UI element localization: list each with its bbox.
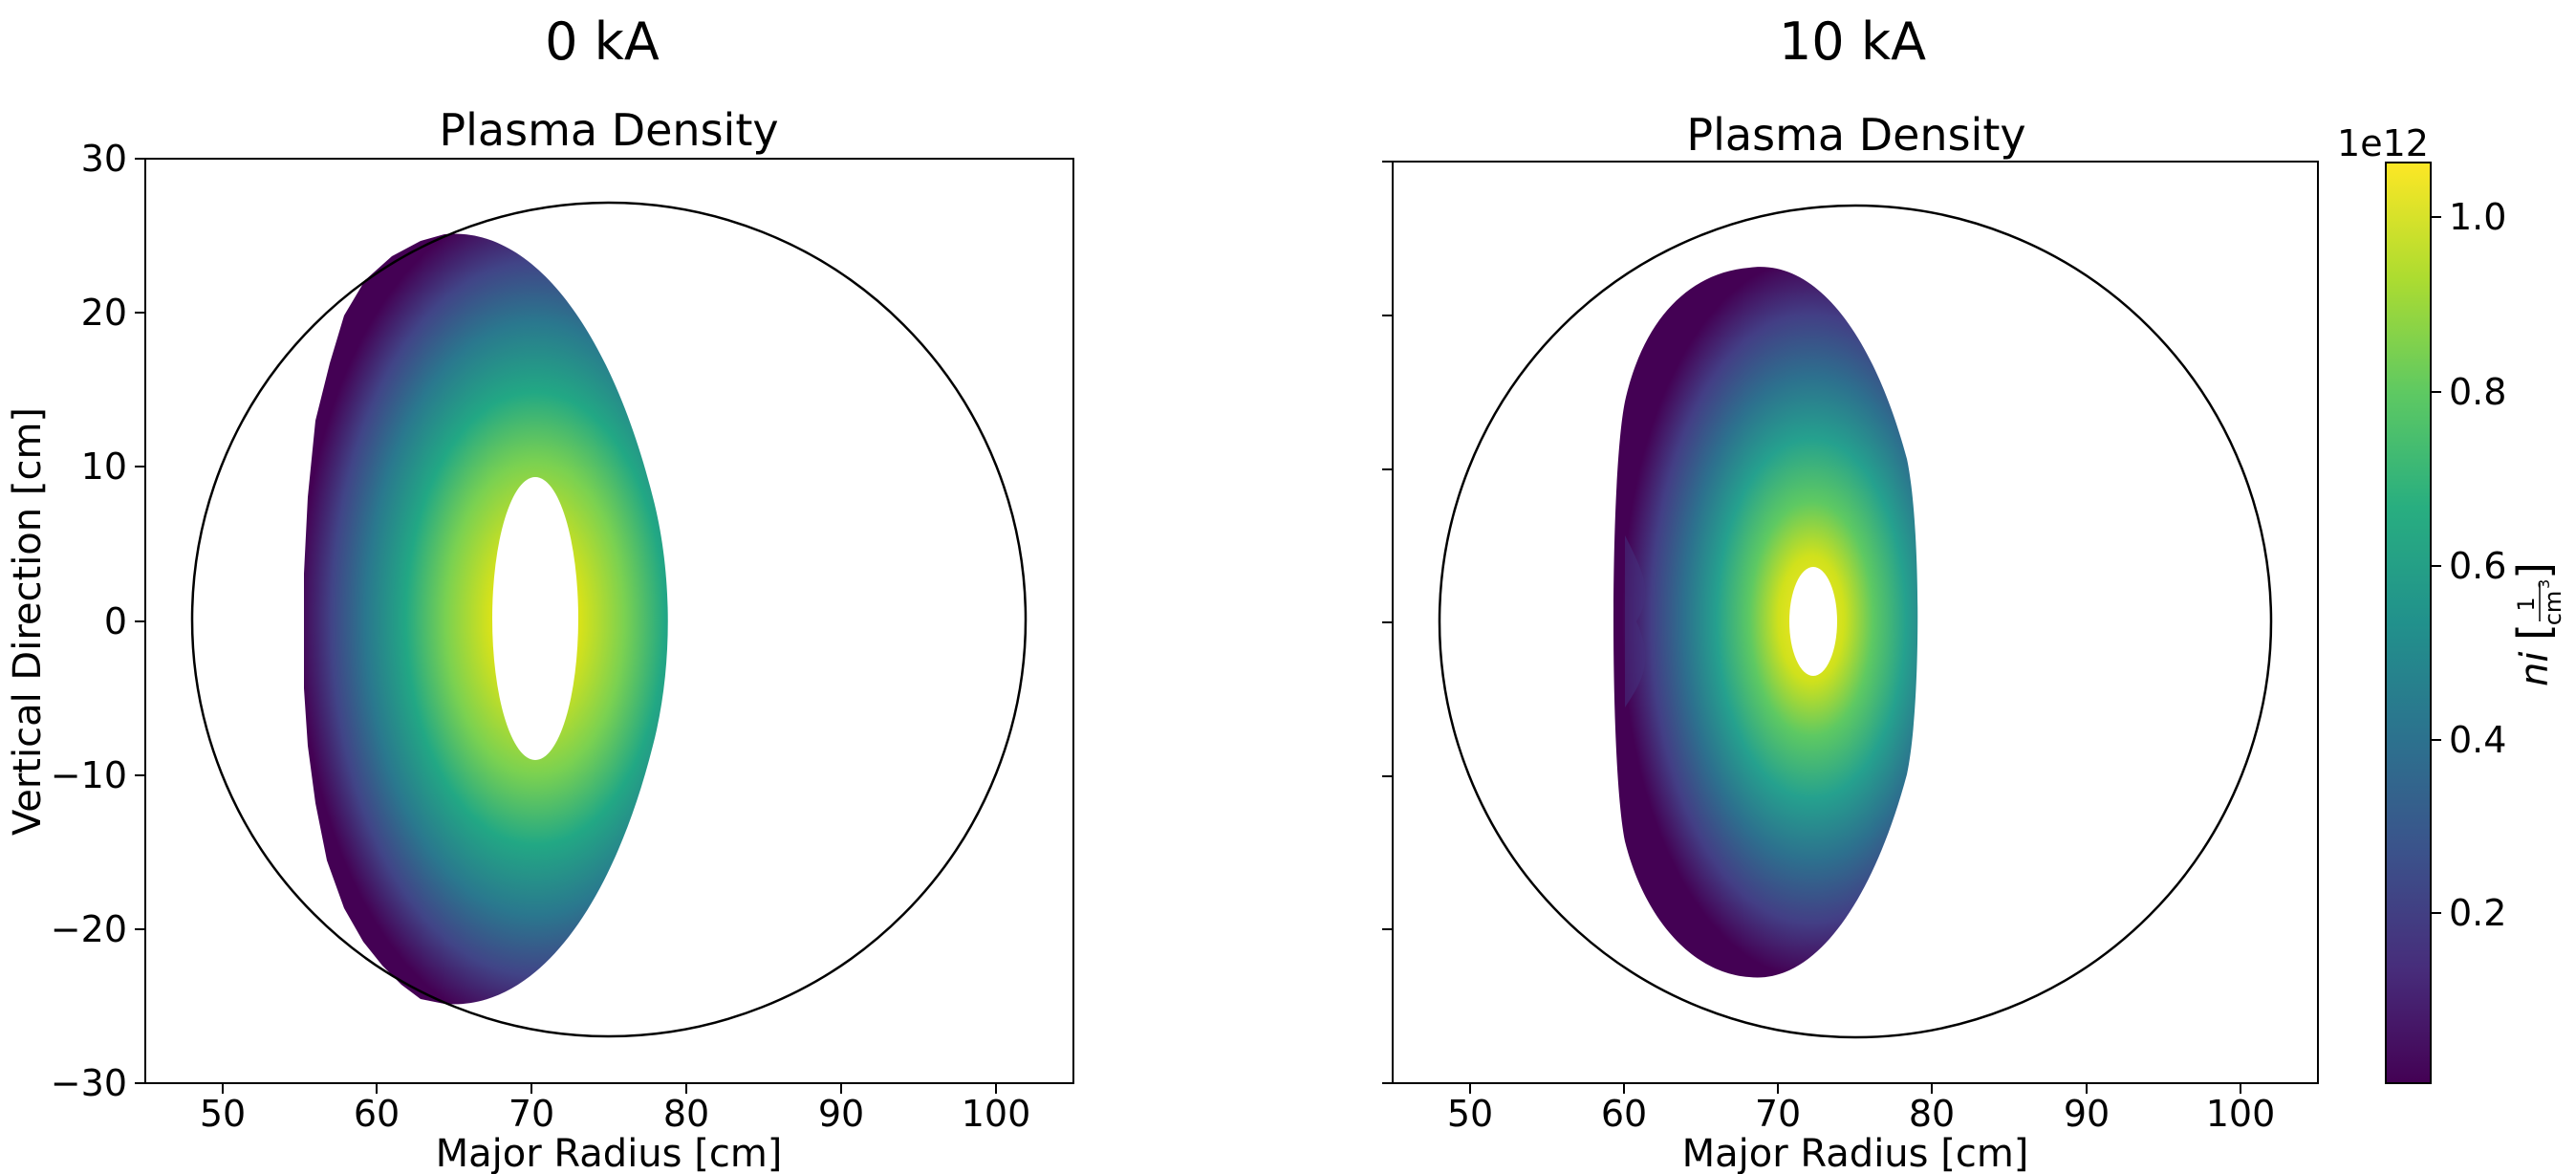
title-10ka: Plasma Density — [1686, 109, 2025, 161]
vessel-wall-10ka — [1438, 204, 2273, 1039]
plasma-density-region-0ka — [304, 233, 668, 1005]
x-tick-label: 70 — [509, 1093, 554, 1135]
colorbar-unit-exponent: 3 — [2535, 579, 2553, 589]
colorbar-offset-label: 1e12 — [2337, 122, 2429, 164]
x-tick-label: 90 — [2064, 1093, 2110, 1135]
x-tick-label: 50 — [200, 1093, 246, 1135]
suptitle-0ka: 0 kA — [545, 11, 660, 72]
x-tick-label: 100 — [2206, 1093, 2276, 1135]
x-tick-label: 60 — [354, 1093, 400, 1135]
y-tick-label: −10 — [51, 754, 127, 796]
plasma-density-region-10ka — [1613, 267, 1918, 978]
y-tick-label: 0 — [104, 600, 127, 642]
colorbar-unit-denominator: cm — [2540, 591, 2566, 626]
x-tick-label: 90 — [818, 1093, 864, 1135]
x-tick-label: 70 — [1755, 1093, 1801, 1135]
x-axis-label-0ka: Major Radius [cm] — [436, 1132, 783, 1174]
colorbar-tick-label: 0.8 — [2449, 371, 2506, 413]
title-0ka: Plasma Density — [439, 104, 778, 156]
y-tick-label: 30 — [81, 138, 127, 180]
x-axis-10ka: 50 60 70 80 90 100 — [1447, 1083, 2275, 1135]
y-tick-label: 20 — [81, 292, 127, 334]
suptitle-10ka: 10 kA — [1779, 11, 1926, 72]
y-axis-10ka — [1382, 161, 1393, 1084]
colorbar: 1e12 0.2 0.4 0.6 0.8 1.0 ni [ 1 cm 3 ] — [2337, 122, 2566, 1084]
colorbar-unit-numerator: 1 — [2513, 597, 2540, 611]
y-tick-label: −20 — [51, 908, 127, 950]
panel-0ka: 0 kA Plasma Density 50 60 70 80 90 100 M… — [6, 11, 1074, 1174]
plasma-low-density-lobes-10ka — [1625, 535, 1646, 707]
y-axis-0ka: 30 20 10 0 −10 −20 −30 — [51, 138, 145, 1104]
x-tick-label: 60 — [1601, 1093, 1647, 1135]
colorbar-bracket-left: [ — [2508, 623, 2560, 641]
colorbar-tick-label: 1.0 — [2449, 196, 2506, 238]
x-tick-label: 80 — [1909, 1093, 1955, 1135]
colorbar-label: ni [ 1 cm 3 ] — [2508, 562, 2566, 686]
x-tick-label: 80 — [663, 1093, 709, 1135]
colorbar-tick-label: 0.6 — [2449, 545, 2506, 587]
y-axis-label-0ka: Vertical Direction [cm] — [6, 407, 50, 836]
colorbar-gradient — [2385, 162, 2432, 1084]
x-tick-label: 100 — [962, 1093, 1031, 1135]
y-tick-label: −30 — [51, 1062, 127, 1104]
colorbar-tick-label: 0.2 — [2449, 892, 2506, 934]
colorbar-quantity: ni — [2513, 652, 2557, 686]
panel-10ka: 10 kA Plasma Density 50 60 70 80 90 100 … — [1382, 11, 2319, 1174]
x-axis-label-10ka: Major Radius [cm] — [1682, 1132, 2029, 1174]
y-tick-label: 10 — [81, 446, 127, 488]
x-tick-label: 50 — [1447, 1093, 1493, 1135]
x-axis-0ka: 50 60 70 80 90 100 — [200, 1083, 1030, 1135]
plasma-core-hole-0ka — [492, 477, 578, 760]
colorbar-tick-label: 0.4 — [2449, 719, 2506, 761]
vessel-wall-0ka — [190, 201, 1028, 1038]
plasma-core-hole-10ka — [1789, 567, 1837, 676]
colorbar-bracket-right: ] — [2508, 562, 2560, 579]
